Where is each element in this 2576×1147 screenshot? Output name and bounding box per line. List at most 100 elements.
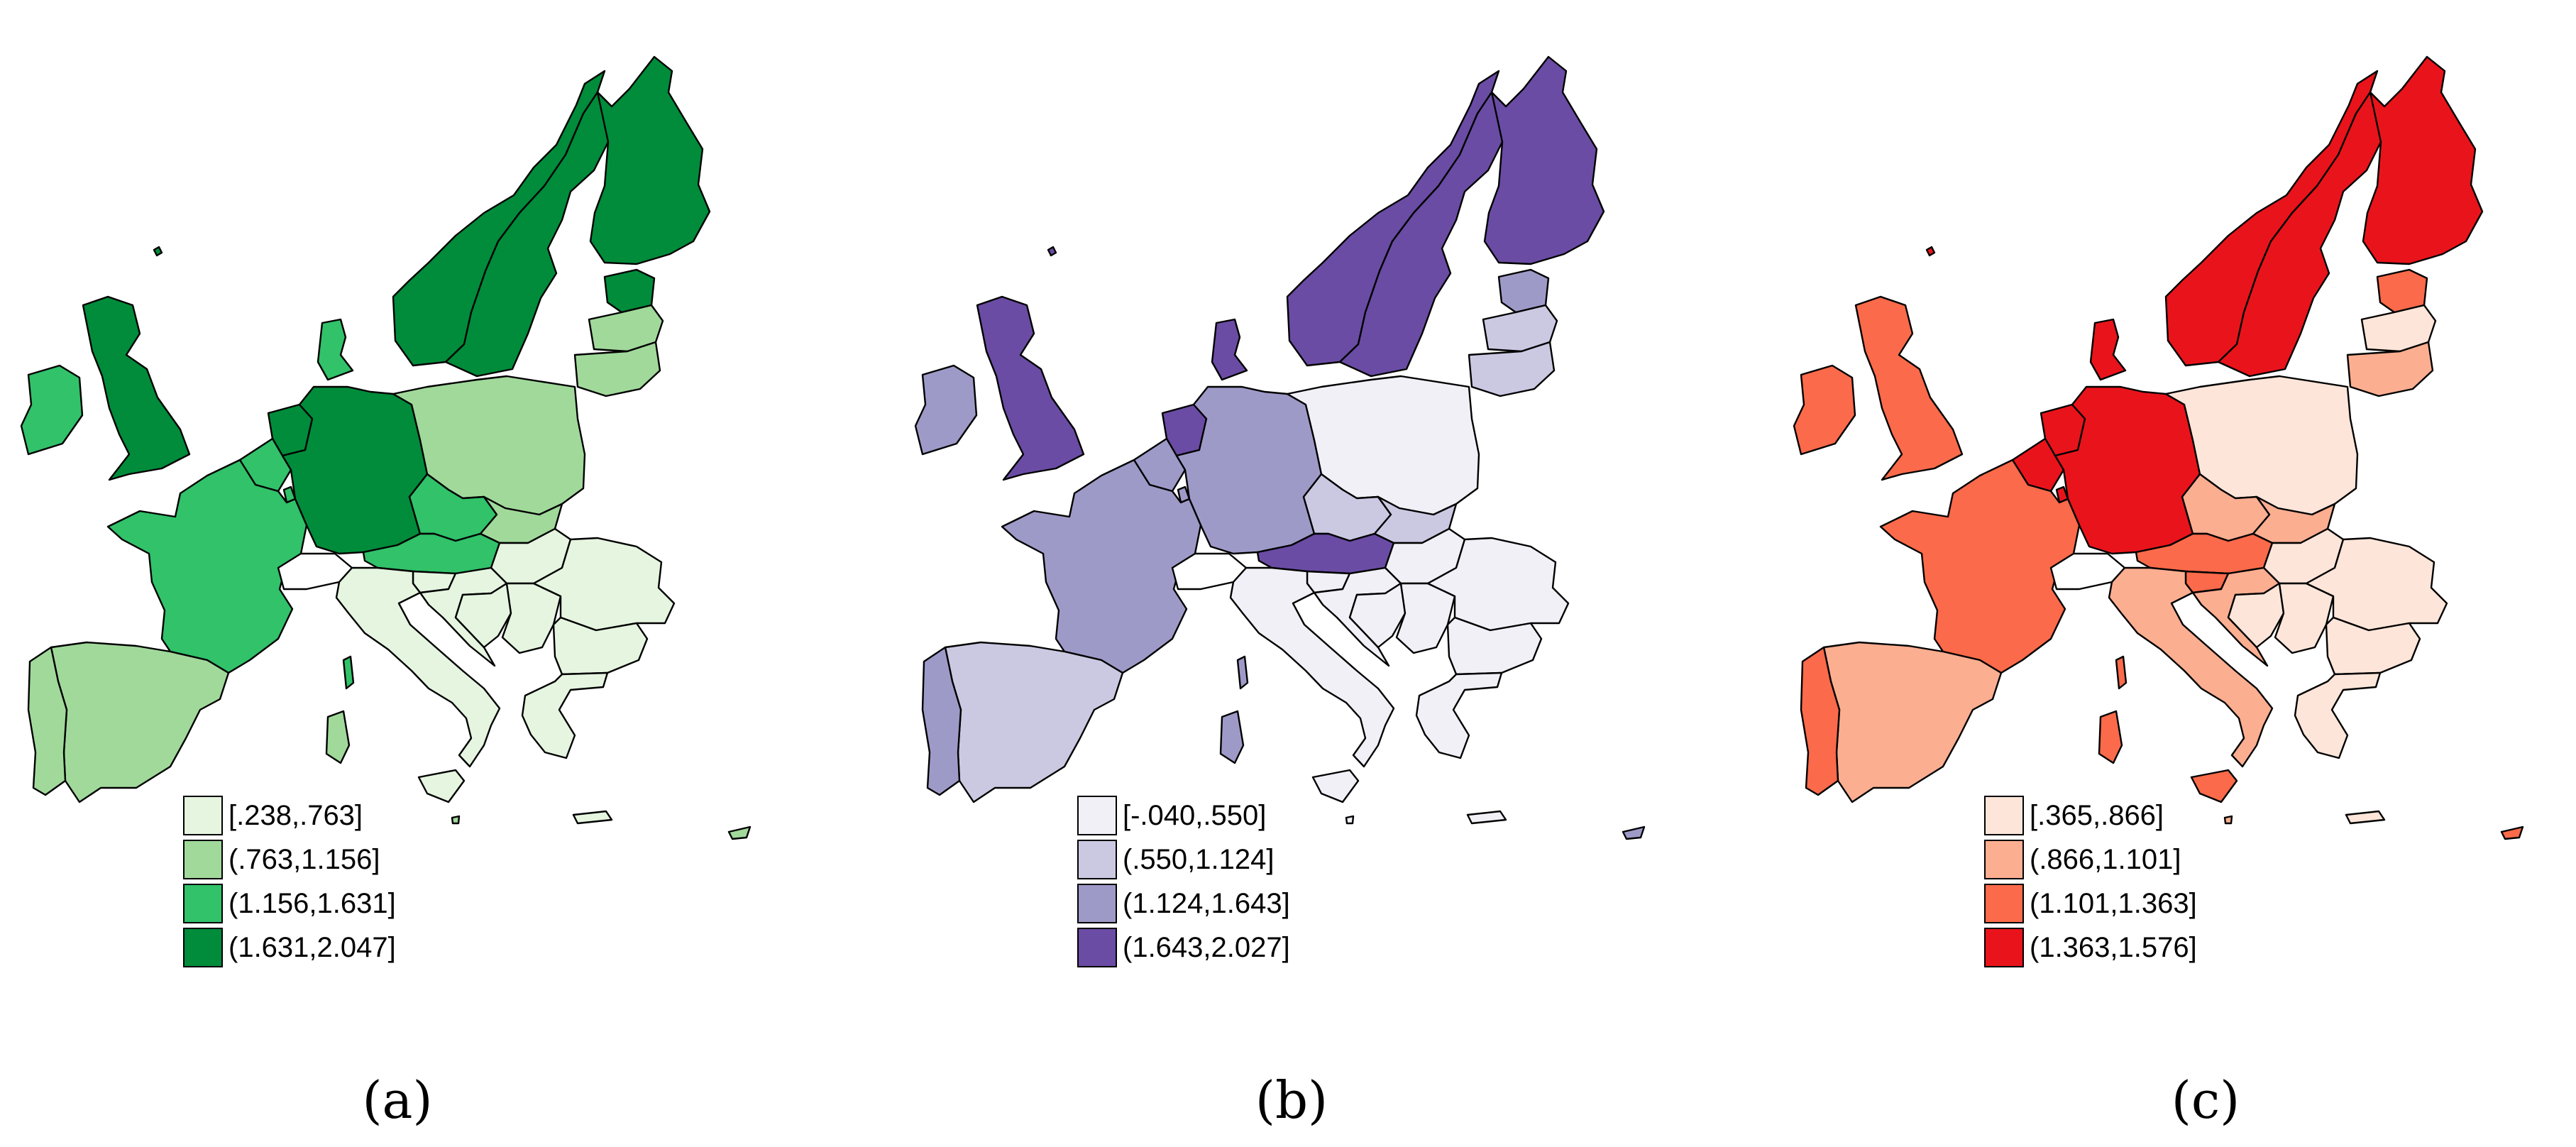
choropleth-map xyxy=(914,55,1646,840)
legend-label: (1.101,1.363] xyxy=(2030,887,2197,919)
country-greece xyxy=(521,671,609,759)
legend-label: (.763,1.156] xyxy=(229,843,380,875)
country-greece xyxy=(2294,671,2382,759)
country-finland xyxy=(1483,55,1605,265)
country-uk xyxy=(976,295,1085,481)
country-france xyxy=(1879,459,2081,674)
legend-label: [.238,.763] xyxy=(229,799,363,831)
country-iceland xyxy=(1047,246,1057,257)
legend-label: [-.040,.550] xyxy=(1123,799,1267,831)
choropleth-map xyxy=(1793,55,2524,840)
legend-item: [.238,.763] xyxy=(183,794,396,838)
country-bulgaria xyxy=(552,616,649,676)
country-serbia xyxy=(2274,582,2335,654)
country-bosnia xyxy=(2227,582,2285,649)
country-sicily xyxy=(1311,769,1360,803)
legend-label: (1.156,1.631] xyxy=(229,887,396,919)
country-corsica xyxy=(342,655,355,690)
legend-item: (1.156,1.631] xyxy=(183,882,396,926)
country-denmark xyxy=(2089,318,2127,381)
panel-caption: (c) xyxy=(2171,1070,2240,1130)
country-portugal xyxy=(921,646,962,796)
legend-item: (.866,1.101] xyxy=(1984,838,2197,882)
legend-swatch xyxy=(1077,928,1117,967)
country-denmark xyxy=(1211,318,1248,381)
country-italy xyxy=(335,566,501,768)
legend-item: (1.631,2.047] xyxy=(183,926,396,970)
legend-label: (1.643,2.027] xyxy=(1123,931,1290,963)
legend-label: (.550,1.124] xyxy=(1123,843,1275,875)
country-bosnia xyxy=(454,582,512,649)
country-sardinia xyxy=(325,710,351,764)
country-lithuania xyxy=(1468,341,1556,397)
country-iceland xyxy=(153,246,163,257)
country-denmark xyxy=(317,318,354,381)
legend-swatch xyxy=(1077,840,1117,879)
legend-swatch xyxy=(183,884,223,923)
country-ireland xyxy=(20,364,84,456)
legend-swatch xyxy=(1984,840,2024,879)
legend-item: (.763,1.156] xyxy=(183,838,396,882)
country-crete xyxy=(2345,810,2386,825)
legend-swatch xyxy=(183,796,223,835)
country-iceland xyxy=(1925,246,1936,257)
legend-item: (1.643,2.027] xyxy=(1077,926,1290,970)
map-legend: [.365,.866] (.866,1.101] (1.101,1.363] (1.3… xyxy=(1984,794,2197,970)
country-serbia xyxy=(501,582,562,654)
country-crete xyxy=(1466,810,1507,825)
country-finland xyxy=(589,55,711,265)
legend-swatch xyxy=(1077,796,1117,835)
legend-item: [.365,.866] xyxy=(1984,794,2197,838)
choropleth-map xyxy=(20,55,752,840)
country-malta xyxy=(1345,815,1355,825)
country-portugal xyxy=(1800,646,1841,796)
country-spain xyxy=(1822,641,2003,803)
country-sardinia xyxy=(2098,710,2123,764)
map-panel-a: [.238,.763] (.763,1.156] (1.156,1.631] (1.6… xyxy=(0,0,859,1147)
map-legend: [.238,.763] (.763,1.156] (1.156,1.631] (1.6… xyxy=(183,794,396,970)
country-crete xyxy=(572,810,613,825)
legend-item: (1.363,1.576] xyxy=(1984,926,2197,970)
country-cyprus xyxy=(1622,825,1646,840)
legend-swatch xyxy=(1077,884,1117,923)
country-bulgaria xyxy=(2325,616,2421,676)
legend-label: (.866,1.101] xyxy=(2030,843,2181,875)
country-corsica xyxy=(2115,655,2128,690)
legend-swatch xyxy=(1984,928,2024,967)
country-portugal xyxy=(27,646,68,796)
country-sicily xyxy=(2190,769,2238,803)
country-italy xyxy=(2108,566,2274,768)
country-uk xyxy=(1854,295,1964,481)
country-bulgaria xyxy=(1446,616,1543,676)
country-latvia xyxy=(2360,304,2437,353)
legend-item: (1.101,1.363] xyxy=(1984,882,2197,926)
country-finland xyxy=(2362,55,2484,265)
country-malta xyxy=(2223,815,2233,825)
country-ireland xyxy=(914,364,978,456)
legend-label: [.365,.866] xyxy=(2030,799,2164,831)
legend-item: (1.124,1.643] xyxy=(1077,882,1290,926)
country-corsica xyxy=(1236,655,1249,690)
legend-swatch xyxy=(1984,884,2024,923)
country-greece xyxy=(1415,671,1503,759)
country-cyprus xyxy=(727,825,752,840)
country-latvia xyxy=(588,304,664,353)
country-uk xyxy=(82,295,191,481)
legend-swatch xyxy=(1984,796,2024,835)
country-bosnia xyxy=(1348,582,1407,649)
country-sicily xyxy=(417,769,466,803)
map-panel-c: [.365,.866] (.866,1.101] (1.101,1.363] (1.3… xyxy=(1717,0,2576,1147)
country-italy xyxy=(1229,566,1395,768)
legend-label: (1.631,2.047] xyxy=(229,931,396,963)
map-legend: [-.040,.550] (.550,1.124] (1.124,1.643] (1.… xyxy=(1077,794,1290,970)
country-france xyxy=(1001,459,1202,674)
country-spain xyxy=(50,641,230,803)
panel-caption: (a) xyxy=(362,1070,433,1130)
country-latvia xyxy=(1482,304,1558,353)
country-malta xyxy=(451,815,461,825)
country-serbia xyxy=(1395,582,1456,654)
legend-label: (1.363,1.576] xyxy=(2030,931,2197,963)
map-panel-b: [-.040,.550] (.550,1.124] (1.124,1.643] (1.… xyxy=(859,0,1717,1147)
legend-swatch xyxy=(183,840,223,879)
country-sardinia xyxy=(1219,710,1245,764)
